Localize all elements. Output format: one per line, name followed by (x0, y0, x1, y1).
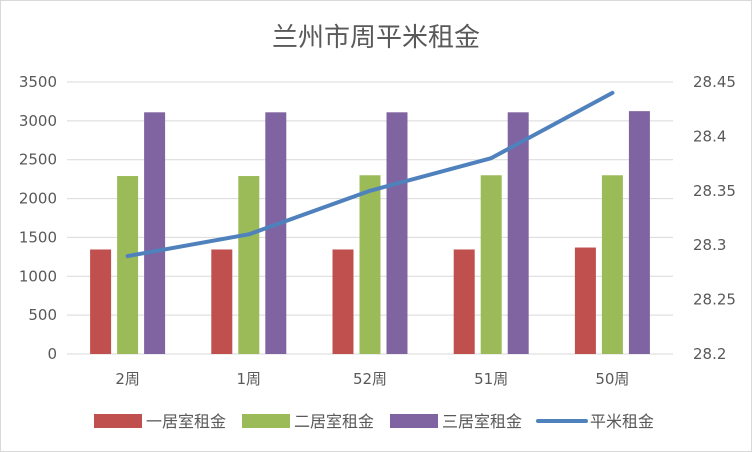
bar (386, 112, 408, 355)
y-right-tick-label: 28.45 (693, 73, 736, 91)
bar (628, 111, 650, 355)
legend-item: 二居室租金 (242, 412, 374, 431)
category-label: 50周 (595, 370, 629, 388)
bars (90, 111, 650, 355)
bar (238, 176, 260, 354)
category-axis: 2周 1周 52周 51周 50周 (115, 370, 629, 388)
legend-label: 二居室租金 (294, 412, 374, 431)
bar (211, 249, 233, 354)
y-left-tick-label: 1000 (19, 267, 57, 285)
bar (117, 176, 139, 354)
legend-item: 三居室租金 (390, 412, 522, 431)
legend-label: 平米租金 (590, 412, 654, 431)
y-left-tick-label: 2000 (19, 190, 57, 208)
category-label: 1周 (237, 370, 262, 388)
legend-swatch (390, 414, 438, 428)
bar (144, 112, 166, 355)
category-label: 51周 (474, 370, 508, 388)
category-label: 52周 (353, 370, 387, 388)
legend-swatch (242, 414, 290, 428)
chart-title: 兰州市周平米租金 (272, 23, 480, 53)
y-left-tick-label: 3500 (19, 73, 57, 91)
right-axis: 28.2 28.25 28.3 28.35 28.4 28.45 (693, 73, 736, 363)
y-right-tick-label: 28.3 (693, 236, 726, 254)
legend-swatch (94, 414, 142, 428)
y-left-tick-label: 3000 (19, 112, 57, 130)
y-right-tick-label: 28.2 (693, 345, 726, 363)
line-series-path (125, 90, 615, 259)
legend: 一居室租金 二居室租金 三居室租金 平米租金 (94, 412, 654, 431)
y-left-tick-label: 1500 (19, 228, 57, 246)
bar (332, 249, 354, 354)
legend-label: 三居室租金 (442, 412, 522, 431)
y-right-tick-label: 28.4 (693, 127, 726, 145)
bar (359, 175, 381, 354)
bar (453, 249, 475, 354)
left-axis: 0 500 1000 1500 2000 2500 3000 3500 (19, 73, 57, 363)
bar (480, 175, 502, 354)
legend-label: 一居室租金 (146, 412, 226, 431)
line-series (125, 90, 615, 259)
legend-item: 平米租金 (536, 412, 654, 431)
legend-item: 一居室租金 (94, 412, 226, 431)
bar (265, 112, 287, 355)
y-right-tick-label: 28.35 (693, 182, 736, 200)
bar (601, 175, 623, 354)
y-left-tick-label: 500 (28, 306, 57, 324)
y-left-tick-label: 0 (47, 345, 57, 363)
bar (507, 112, 529, 355)
y-left-tick-label: 2500 (19, 151, 57, 169)
bar (90, 249, 112, 354)
bar (574, 247, 596, 354)
category-label: 2周 (115, 370, 140, 388)
y-right-tick-label: 28.25 (693, 291, 736, 309)
